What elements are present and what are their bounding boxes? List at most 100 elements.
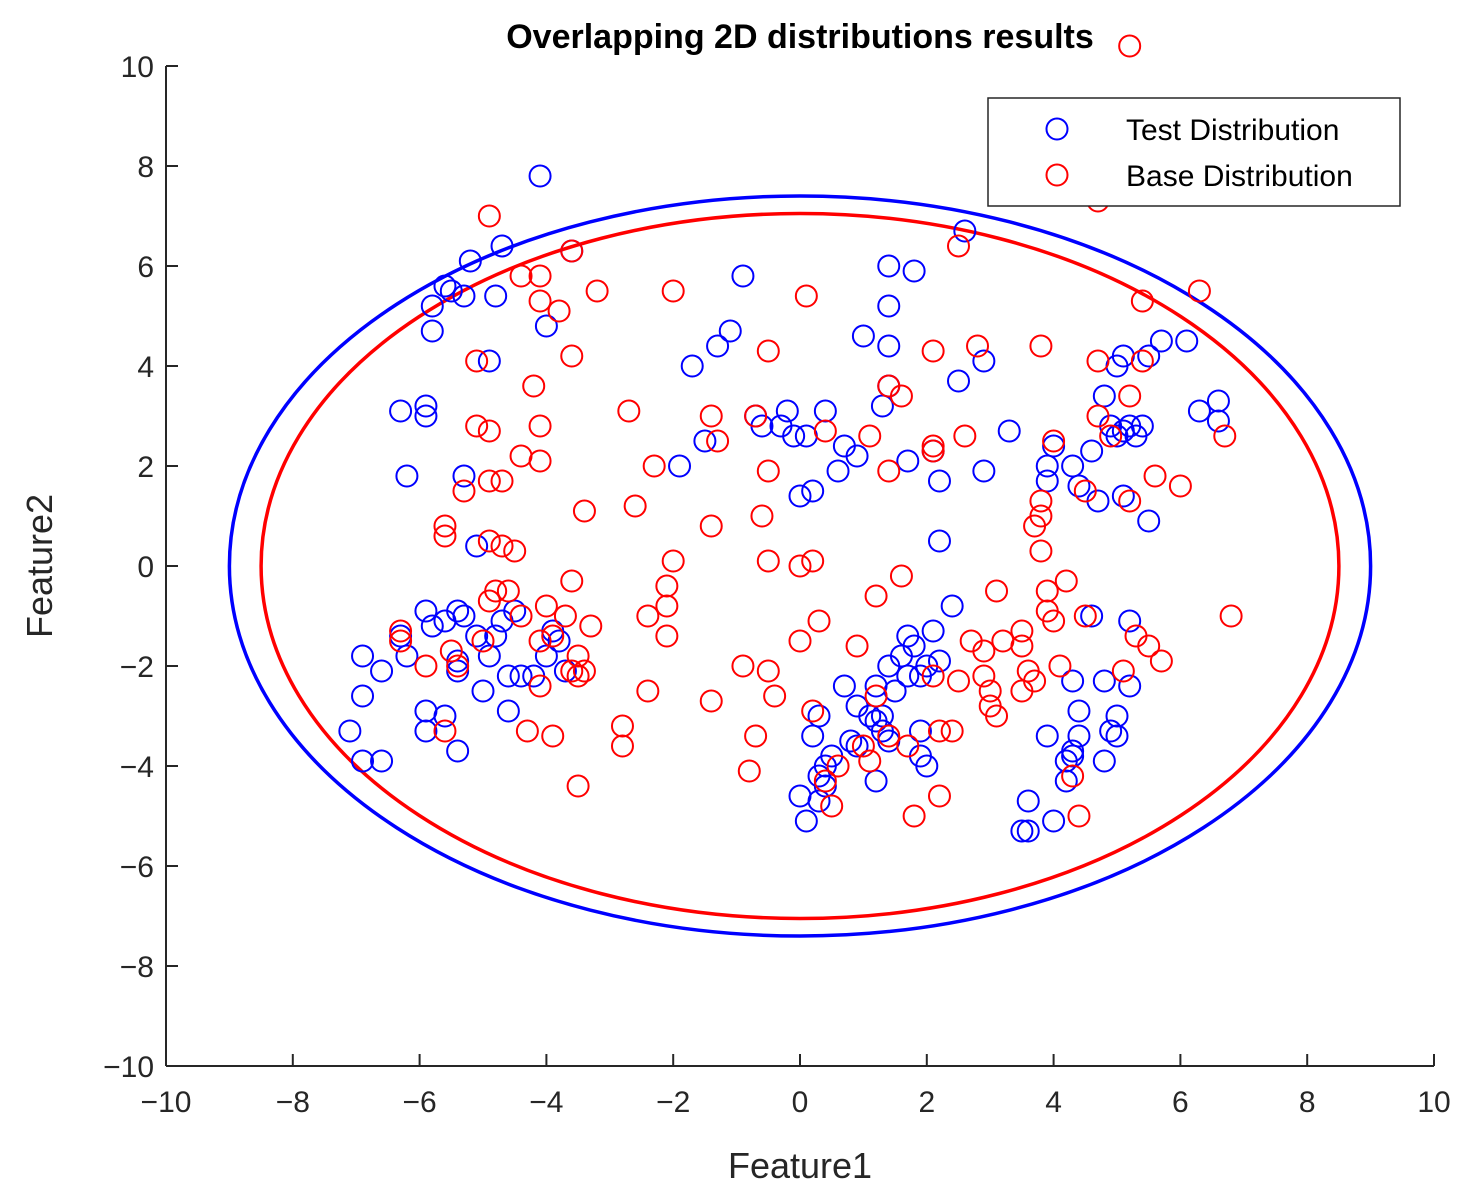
test-distribution-point bbox=[414, 599, 438, 623]
base-distribution-point bbox=[750, 504, 774, 528]
test-distribution-point bbox=[839, 729, 863, 753]
y-tick-label: 2 bbox=[137, 451, 154, 484]
base-distribution-point bbox=[465, 414, 489, 438]
base-distribution-point bbox=[921, 434, 945, 458]
test-distribution-point bbox=[1118, 609, 1142, 633]
test-distribution-point bbox=[997, 419, 1021, 443]
base-distribution-point bbox=[528, 449, 552, 473]
base-distribution-point bbox=[1118, 34, 1142, 58]
base-distribution-point bbox=[756, 339, 780, 363]
base-distribution-point bbox=[528, 629, 552, 653]
test-distribution-point bbox=[877, 334, 901, 358]
base-distribution-point bbox=[547, 299, 571, 323]
base-distribution-point bbox=[991, 629, 1015, 653]
base-distribution-point bbox=[522, 374, 546, 398]
test-distribution-point bbox=[908, 719, 932, 743]
base-distribution-point bbox=[560, 344, 584, 368]
base-distribution-point bbox=[439, 639, 463, 663]
base-distribution-point bbox=[541, 624, 565, 648]
base-distribution-point bbox=[756, 659, 780, 683]
test-distribution-point bbox=[395, 464, 419, 488]
test-distribution-point bbox=[446, 739, 470, 763]
base-distribution-point bbox=[1029, 504, 1053, 528]
base-distribution-point bbox=[985, 704, 1009, 728]
test-distribution-point bbox=[389, 624, 413, 648]
test-distribution-point bbox=[1042, 434, 1066, 458]
base-distribution-point bbox=[985, 579, 1009, 603]
x-tick-label: 8 bbox=[1299, 1086, 1316, 1119]
base-distribution-point bbox=[1054, 569, 1078, 593]
test-distribution-point bbox=[788, 484, 812, 508]
base-distribution-point bbox=[699, 404, 723, 428]
test-distribution-point bbox=[1137, 344, 1161, 368]
base-distribution-point bbox=[414, 654, 438, 678]
base-distribution-point bbox=[877, 724, 901, 748]
test-distribution-point bbox=[927, 529, 951, 553]
base-distribution-point bbox=[617, 399, 641, 423]
legend-box bbox=[987, 97, 1401, 207]
y-tick-label: −10 bbox=[103, 1051, 154, 1084]
test-distribution-point bbox=[414, 719, 438, 743]
base-distribution-point bbox=[1168, 474, 1192, 498]
test-distribution-point bbox=[1061, 744, 1085, 768]
test-distribution-boundary-ellipse bbox=[227, 194, 1373, 938]
test-distribution-point bbox=[452, 604, 476, 628]
test-distribution-point bbox=[706, 334, 730, 358]
base-distribution-point bbox=[655, 594, 679, 618]
test-distribution-point bbox=[1105, 724, 1129, 748]
base-distribution-legend-marker bbox=[1045, 163, 1069, 187]
test-distribution-point bbox=[1067, 699, 1091, 723]
test-distribution-point bbox=[465, 624, 489, 648]
test-distribution-point bbox=[813, 399, 837, 423]
test-distribution-point bbox=[972, 459, 996, 483]
base-distribution-point bbox=[921, 339, 945, 363]
x-tick-label: −6 bbox=[402, 1086, 436, 1119]
test-distribution-point bbox=[1130, 414, 1154, 438]
y-tick-label: 4 bbox=[137, 351, 154, 384]
test-distribution-point bbox=[433, 274, 457, 298]
base-distribution-point bbox=[1029, 334, 1053, 358]
y-tick-label: 10 bbox=[121, 51, 154, 84]
base-distribution-point bbox=[490, 469, 514, 493]
x-tick-label: 10 bbox=[1417, 1086, 1450, 1119]
base-distribution-point bbox=[1130, 289, 1154, 313]
base-distribution-point bbox=[477, 469, 501, 493]
x-tick-label: 0 bbox=[792, 1086, 809, 1119]
test-distribution-point bbox=[940, 594, 964, 618]
chart-title: Overlapping 2D distributions results bbox=[506, 18, 1094, 56]
test-distribution-point bbox=[1206, 409, 1230, 433]
base-distribution-point bbox=[572, 659, 596, 683]
base-distribution-point bbox=[477, 204, 501, 228]
base-distribution-point bbox=[927, 784, 951, 808]
base-distribution-point bbox=[509, 604, 533, 628]
test-distribution-point bbox=[370, 659, 394, 683]
base-distribution-point bbox=[528, 289, 552, 313]
test-distribution-point bbox=[414, 699, 438, 723]
test-distribution-point bbox=[370, 749, 394, 773]
base-distribution-point bbox=[477, 529, 501, 553]
base-distribution-point bbox=[566, 664, 590, 688]
test-distribution-point bbox=[414, 394, 438, 418]
test-distribution-point bbox=[877, 294, 901, 318]
test-distribution-point bbox=[465, 534, 489, 558]
test-distribution-point bbox=[896, 449, 920, 473]
base-distribution-point bbox=[845, 634, 869, 658]
base-distribution-point bbox=[1067, 804, 1091, 828]
test-distribution-point bbox=[826, 459, 850, 483]
base-distribution-legend-label: Base Distribution bbox=[1126, 160, 1353, 193]
base-distribution-point bbox=[731, 654, 755, 678]
base-distribution-point bbox=[756, 459, 780, 483]
test-distribution-point bbox=[693, 429, 717, 453]
base-distribution-point bbox=[1137, 634, 1161, 658]
base-distribution-point bbox=[744, 724, 768, 748]
test-distribution-point bbox=[420, 319, 444, 343]
test-distribution-point bbox=[782, 424, 806, 448]
test-distribution-point bbox=[1067, 474, 1091, 498]
legend: Test Distribution Base Distribution bbox=[987, 97, 1401, 207]
test-distribution-point bbox=[927, 649, 951, 673]
base-distribution-point bbox=[927, 719, 951, 743]
test-distribution-point bbox=[902, 259, 926, 283]
base-distribution-point bbox=[788, 629, 812, 653]
test-distribution-point bbox=[870, 394, 894, 418]
